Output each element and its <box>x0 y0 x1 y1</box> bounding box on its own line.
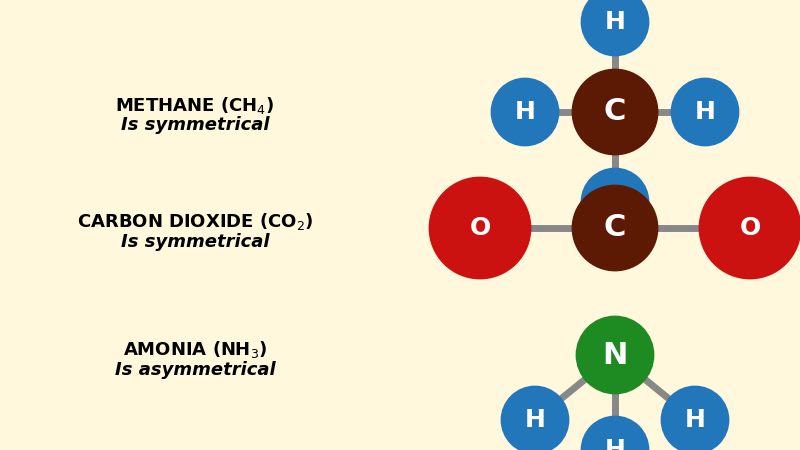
Text: H: H <box>605 190 626 214</box>
Circle shape <box>582 169 648 235</box>
Text: N: N <box>602 341 628 369</box>
Circle shape <box>577 317 653 393</box>
Text: Is symmetrical: Is symmetrical <box>121 233 270 251</box>
Text: H: H <box>525 408 546 432</box>
Text: O: O <box>470 216 490 240</box>
Text: Is asymmetrical: Is asymmetrical <box>114 361 275 379</box>
Circle shape <box>492 79 558 145</box>
Circle shape <box>582 0 648 55</box>
Circle shape <box>502 387 568 450</box>
Text: H: H <box>514 100 535 124</box>
Text: CARBON DIOXIDE (CO$_{2}$): CARBON DIOXIDE (CO$_{2}$) <box>77 212 314 233</box>
Circle shape <box>573 186 657 270</box>
Text: AMONIA (NH$_{3}$): AMONIA (NH$_{3}$) <box>122 339 267 360</box>
Text: H: H <box>694 100 715 124</box>
Circle shape <box>573 70 657 154</box>
Text: H: H <box>605 438 626 450</box>
Circle shape <box>430 178 530 278</box>
Text: METHANE (CH$_{4}$): METHANE (CH$_{4}$) <box>115 94 274 116</box>
Circle shape <box>700 178 800 278</box>
Text: H: H <box>605 10 626 34</box>
Circle shape <box>672 79 738 145</box>
Text: C: C <box>604 98 626 126</box>
Circle shape <box>662 387 728 450</box>
Text: H: H <box>685 408 706 432</box>
Text: C: C <box>604 213 626 243</box>
Text: Is symmetrical: Is symmetrical <box>121 116 270 134</box>
Text: O: O <box>739 216 761 240</box>
Circle shape <box>582 417 648 450</box>
